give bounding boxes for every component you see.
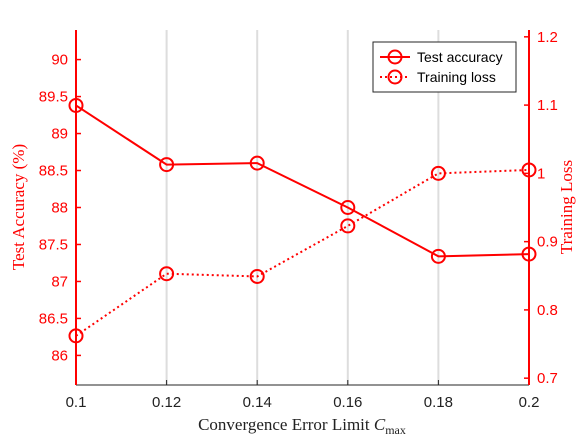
x-axis-title: Convergence Error Limit Cmax: [198, 415, 406, 437]
left-axis-title: Test Accuracy (%): [9, 144, 28, 270]
legend: Test accuracy Training loss: [372, 41, 517, 93]
left-tick-label: 87.5: [39, 236, 68, 253]
left-tick-label: 88.5: [39, 163, 68, 180]
data-point-training-loss: [521, 162, 537, 178]
right-tick-label: 1: [537, 165, 545, 182]
data-point-training-loss: [159, 266, 175, 282]
data-point-test-accuracy: [68, 97, 84, 113]
legend-marker-test-accuracy: [387, 49, 403, 65]
left-tick-label: 88: [51, 200, 68, 217]
x-tick-label: 0.14: [243, 394, 272, 411]
right-axis-title: Training Loss: [557, 160, 576, 254]
data-point-test-accuracy: [249, 155, 265, 171]
series-line-test-accuracy: [75, 104, 530, 258]
series-layer: [68, 97, 537, 344]
x-tick-label: 0.18: [424, 394, 453, 411]
right-axis-ticks: 0.7 0.8 0.9 1 1.1 1.2: [524, 29, 558, 387]
right-tick-label: 1.1: [537, 97, 558, 114]
legend-label-training-loss: Training loss: [417, 69, 496, 85]
left-tick-label: 86: [51, 347, 68, 364]
right-tick-label: 0.9: [537, 234, 558, 251]
x-tick-label: 0.2: [519, 394, 540, 411]
legend-marker-training-loss: [387, 69, 403, 85]
data-point-test-accuracy: [521, 246, 537, 262]
left-tick-label: 87: [51, 273, 68, 290]
series-line-training-loss: [75, 168, 530, 337]
x-tick-label: 0.12: [152, 394, 181, 411]
data-point-test-accuracy: [430, 248, 446, 264]
right-tick-label: 1.2: [537, 29, 558, 46]
left-tick-label: 86.5: [39, 310, 68, 327]
right-tick-label: 0.7: [537, 370, 558, 387]
data-point-training-loss: [249, 268, 265, 284]
left-tick-label: 89.5: [39, 89, 68, 106]
left-tick-label: 89: [51, 126, 68, 143]
x-tick-label: 0.16: [333, 394, 362, 411]
right-tick-label: 0.8: [537, 302, 558, 319]
data-point-test-accuracy: [159, 157, 175, 173]
left-axis-ticks: 86 86.5 87 87.5 88 88.5 89 89.5 90: [39, 52, 81, 364]
data-point-training-loss: [68, 328, 84, 344]
data-point-training-loss: [340, 218, 356, 234]
x-tick-label: 0.1: [66, 394, 87, 411]
x-axis-ticks: 0.1 0.12 0.14 0.16 0.18 0.2: [66, 380, 540, 411]
x-axis-title-symbol: C: [374, 415, 386, 434]
legend-label-test-accuracy: Test accuracy: [417, 49, 503, 65]
data-point-test-accuracy: [340, 200, 356, 215]
x-axis-title-subscript: max: [385, 423, 406, 437]
x-axis-title-text: Convergence Error Limit: [198, 415, 374, 434]
left-tick-label: 90: [51, 52, 68, 69]
data-point-training-loss: [430, 165, 446, 181]
